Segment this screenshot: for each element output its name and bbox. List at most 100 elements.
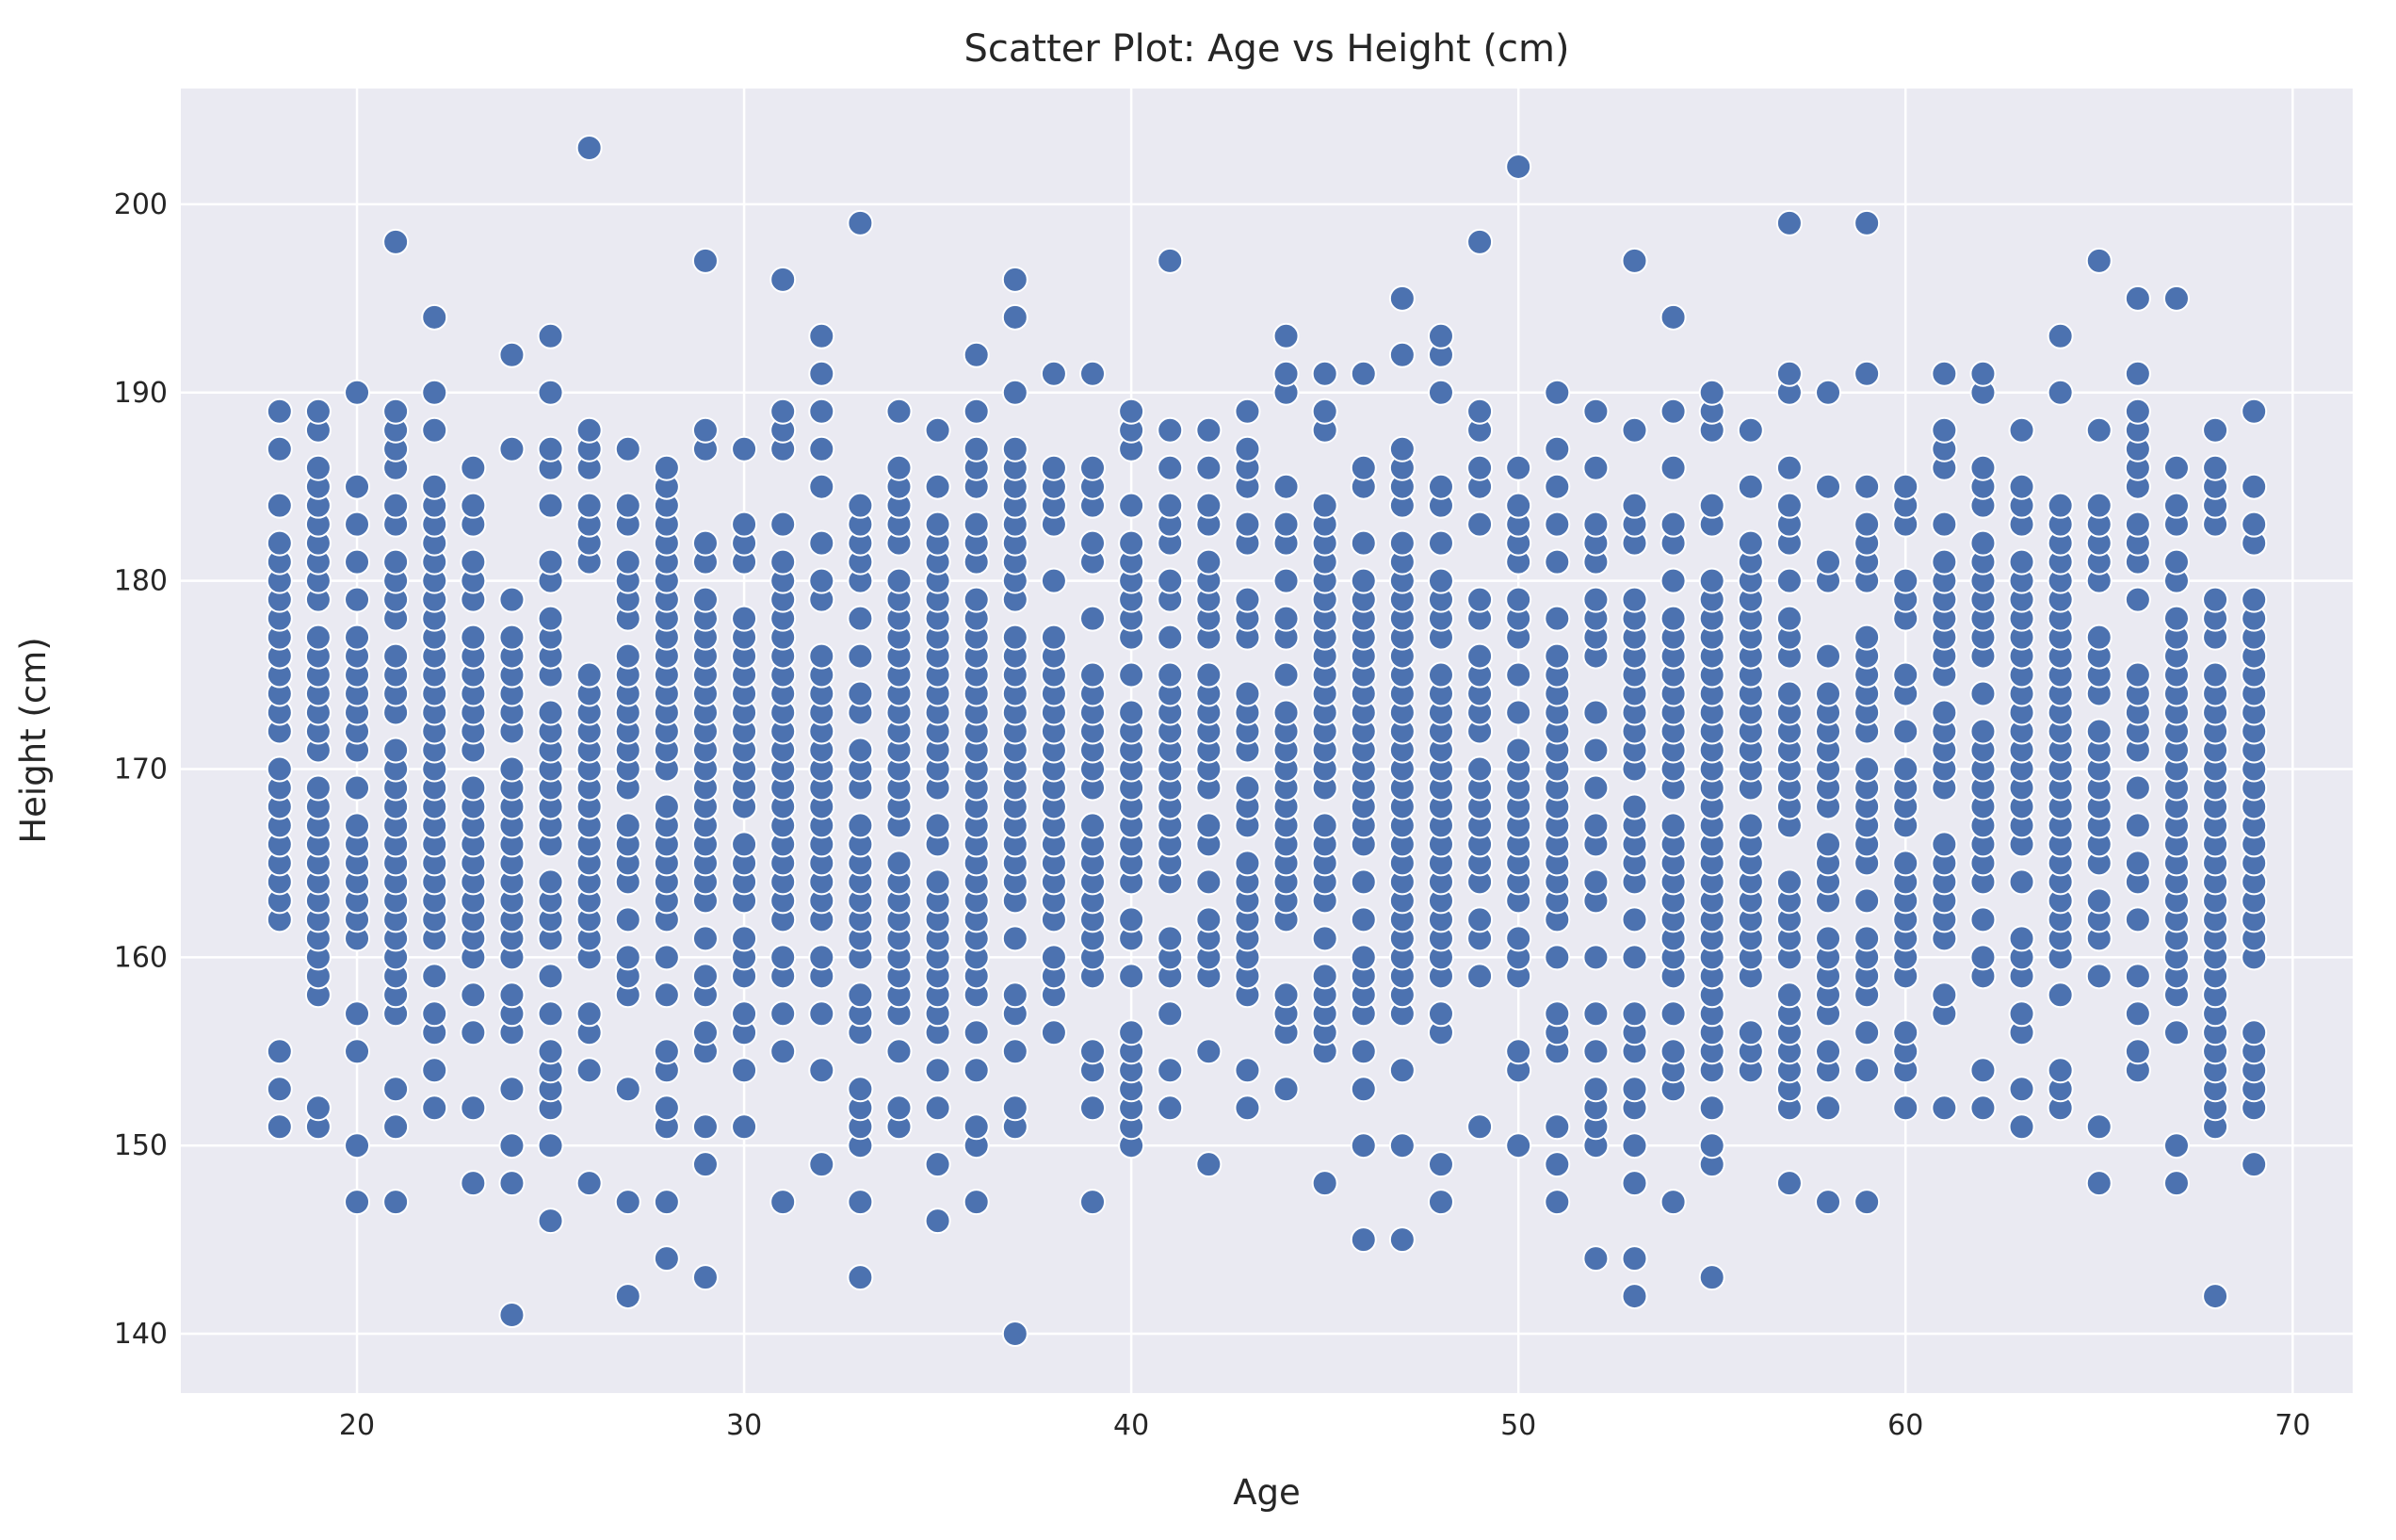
data-point [1659, 511, 1687, 538]
data-point [460, 492, 487, 519]
data-point [2047, 1057, 2074, 1084]
data-point [2162, 454, 2190, 481]
data-point [498, 1170, 526, 1197]
data-point [1775, 1170, 1803, 1197]
data-point [1969, 1094, 1997, 1122]
data-point [2241, 586, 2268, 613]
data-point [924, 812, 951, 839]
data-point [1079, 812, 1107, 839]
data-point [421, 1057, 448, 1084]
data-point [1079, 1094, 1107, 1122]
data-point [1118, 492, 1145, 519]
data-point [1544, 944, 1571, 971]
data-point [1040, 567, 1067, 594]
data-point [304, 1094, 332, 1122]
data-point [1931, 511, 1958, 538]
data-point [1427, 379, 1454, 406]
data-point [1544, 642, 1571, 670]
data-point [1659, 1000, 1687, 1028]
data-point [2085, 1170, 2113, 1197]
data-point [1195, 812, 1222, 839]
data-point [653, 981, 680, 1009]
data-point [1698, 492, 1725, 519]
data-point [1815, 473, 1842, 500]
data-point [1582, 812, 1610, 839]
data-point [691, 247, 719, 274]
data-point [1388, 341, 1416, 368]
data-point [344, 1132, 371, 1159]
data-point [1427, 567, 1454, 594]
data-point [575, 416, 603, 444]
data-point [808, 529, 835, 557]
data-point [2008, 1076, 2035, 1103]
data-point [382, 737, 410, 764]
data-point [691, 416, 719, 444]
data-point [808, 1000, 835, 1028]
data-point [1001, 303, 1028, 331]
data-point [731, 831, 758, 858]
data-point [1350, 529, 1377, 557]
data-point [1737, 416, 1764, 444]
data-point [1621, 793, 1648, 820]
data-point [1737, 812, 1764, 839]
data-point [614, 642, 641, 670]
data-point [421, 473, 448, 500]
data-point [1659, 303, 1687, 331]
data-point [2008, 548, 2035, 575]
data-point [344, 473, 371, 500]
data-point [1118, 397, 1145, 425]
data-point [1272, 322, 1300, 349]
data-point [1272, 1076, 1300, 1103]
data-point [1350, 1226, 1377, 1254]
data-point [1157, 624, 1184, 651]
data-point [1157, 925, 1184, 952]
data-point [614, 435, 641, 462]
data-point [2008, 1000, 2035, 1028]
data-point [2241, 397, 2268, 425]
data-point [2047, 492, 2074, 519]
data-point [847, 1076, 874, 1103]
data-point [1544, 435, 1571, 462]
data-point [1350, 1076, 1377, 1103]
data-point [1040, 360, 1067, 387]
data-point [731, 925, 758, 952]
data-point [1505, 737, 1532, 764]
data-point [1544, 511, 1571, 538]
data-point [1272, 473, 1300, 500]
data-point [1582, 454, 1610, 481]
data-point [1815, 925, 1842, 952]
data-point [1544, 379, 1571, 406]
x-tick-label: 50 [1500, 1409, 1536, 1442]
data-point [266, 755, 293, 783]
data-point [2008, 868, 2035, 896]
data-point [1854, 473, 1881, 500]
data-point [963, 1019, 990, 1046]
data-point [1544, 605, 1571, 632]
data-point [1892, 755, 1919, 783]
data-point [1311, 812, 1338, 839]
data-point [1040, 944, 1067, 971]
data-point [1854, 624, 1881, 651]
data-point [1505, 1038, 1532, 1065]
data-point [1621, 247, 1648, 274]
y-tick-label: 170 [114, 753, 168, 786]
data-point [344, 511, 371, 538]
data-point [808, 567, 835, 594]
data-point [1388, 1057, 1416, 1084]
data-point [1854, 209, 1881, 236]
data-point [731, 511, 758, 538]
data-point [2085, 416, 2113, 444]
data-point [460, 1170, 487, 1197]
data-point [1621, 416, 1648, 444]
data-point [1775, 209, 1803, 236]
data-point [1388, 529, 1416, 557]
data-point [575, 134, 603, 161]
x-tick-label: 60 [1887, 1409, 1923, 1442]
data-point [1311, 1170, 1338, 1197]
data-point [382, 1113, 410, 1141]
data-point [2124, 1038, 2151, 1065]
data-point [1931, 699, 1958, 726]
data-point [1621, 1000, 1648, 1028]
data-point [460, 981, 487, 1009]
data-point [963, 397, 990, 425]
